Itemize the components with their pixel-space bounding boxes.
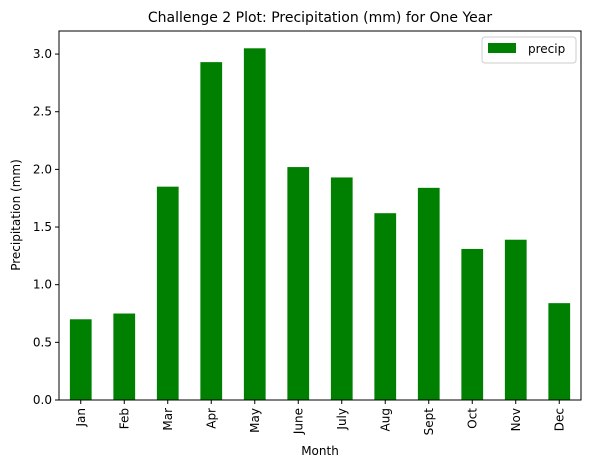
x-tick-label: Jan xyxy=(74,408,88,428)
x-tick-label: July xyxy=(335,408,349,431)
legend: precip xyxy=(481,36,577,64)
bar-nov xyxy=(504,239,527,400)
y-tick-label: 3.0 xyxy=(33,47,52,61)
y-tick-label: 2.5 xyxy=(33,105,52,119)
x-tick-label: June xyxy=(291,408,305,435)
y-tick-label: 0.5 xyxy=(33,335,52,349)
x-tick-label: May xyxy=(248,408,262,433)
bar-oct xyxy=(461,248,484,400)
bar-mar xyxy=(156,186,179,400)
bar-june xyxy=(287,167,310,400)
bar-may xyxy=(243,48,266,401)
bars-group xyxy=(69,48,571,401)
y-axis: 0.0 0.5 1.0 1.5 2.0 2.5 3.0 xyxy=(33,47,59,407)
x-tick-label: Nov xyxy=(509,408,523,431)
x-axis-label: Month xyxy=(301,444,339,458)
bar-dec xyxy=(548,303,571,400)
y-tick-label: 1.0 xyxy=(33,278,52,292)
x-tick-label: Oct xyxy=(465,408,479,429)
legend-label-precip: precip xyxy=(528,42,565,56)
y-axis-label: Precipitation (mm) xyxy=(9,159,23,271)
bar-sept xyxy=(417,187,440,400)
bar-apr xyxy=(200,62,223,400)
x-tick-label: Feb xyxy=(117,408,131,429)
x-tick-label: Sept xyxy=(422,408,436,436)
legend-swatch xyxy=(488,43,516,53)
x-tick-label: Apr xyxy=(204,408,218,429)
x-tick-label: Aug xyxy=(378,408,392,431)
chart-title: Challenge 2 Plot: Precipitation (mm) for… xyxy=(148,10,493,26)
bar-july xyxy=(330,177,353,400)
bar-feb xyxy=(113,313,136,400)
bar-jan xyxy=(69,319,92,400)
x-tick-label: Dec xyxy=(552,408,566,431)
bar-aug xyxy=(374,213,397,400)
y-tick-label: 2.0 xyxy=(33,162,52,176)
x-tick-label: Mar xyxy=(161,408,175,431)
y-tick-label: 0.0 xyxy=(33,393,52,407)
x-axis: Jan Feb Mar Apr May June July Aug Sept Oct Nov Dec xyxy=(74,400,566,436)
plot-frame xyxy=(58,30,582,401)
y-tick-label: 1.5 xyxy=(33,220,52,234)
